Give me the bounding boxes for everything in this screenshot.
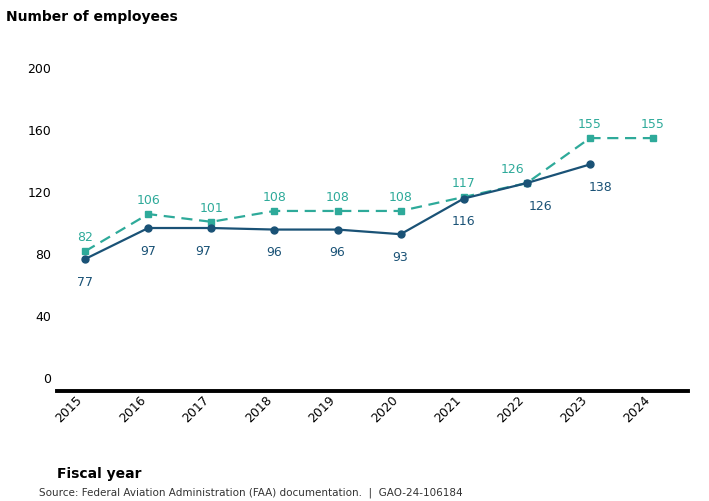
Text: 77: 77: [77, 276, 93, 289]
Text: 116: 116: [452, 215, 476, 228]
Text: 97: 97: [140, 244, 156, 258]
Text: 106: 106: [136, 194, 160, 207]
Text: Number of employees: Number of employees: [6, 11, 178, 25]
Text: 155: 155: [578, 118, 602, 131]
Text: 108: 108: [262, 191, 286, 204]
Text: 155: 155: [641, 118, 665, 131]
Text: 96: 96: [330, 246, 345, 259]
Text: 108: 108: [389, 191, 413, 204]
Text: 97: 97: [195, 244, 211, 258]
Text: 93: 93: [393, 251, 408, 264]
Text: Source: Federal Aviation Administration (FAA) documentation.  |  GAO-24-106184: Source: Federal Aviation Administration …: [39, 488, 462, 498]
Text: 96: 96: [267, 246, 282, 259]
Text: 126: 126: [501, 163, 525, 176]
Text: 138: 138: [589, 181, 613, 194]
Text: 108: 108: [325, 191, 350, 204]
Text: 101: 101: [199, 202, 223, 215]
Text: 82: 82: [77, 231, 93, 244]
Text: 117: 117: [452, 177, 476, 190]
Text: Fiscal year: Fiscal year: [57, 467, 141, 481]
Text: 126: 126: [529, 200, 552, 213]
